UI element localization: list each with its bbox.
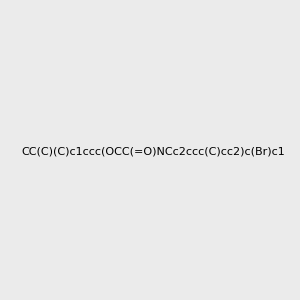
Text: CC(C)(C)c1ccc(OCC(=O)NCc2ccc(C)cc2)c(Br)c1: CC(C)(C)c1ccc(OCC(=O)NCc2ccc(C)cc2)c(Br)… <box>22 146 286 157</box>
